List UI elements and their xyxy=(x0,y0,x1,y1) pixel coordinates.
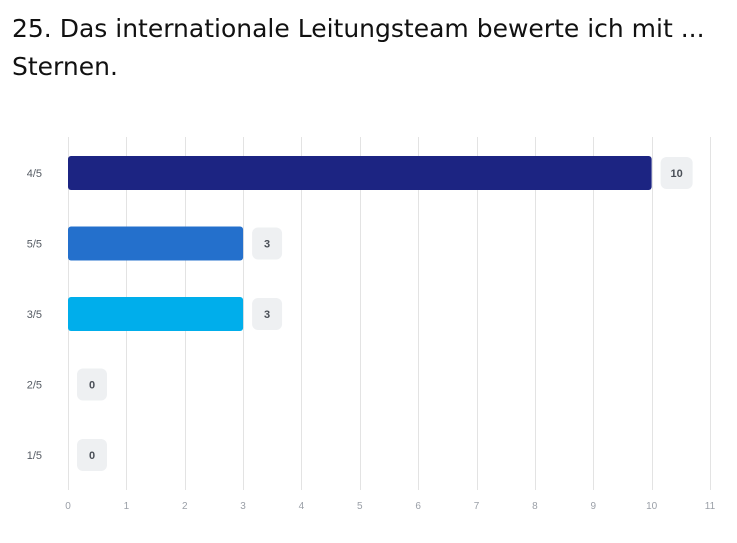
data-label-1-5: 0 xyxy=(77,439,107,471)
data-label-background xyxy=(252,227,283,260)
x-tick-label-1: 1 xyxy=(124,501,130,512)
data-label-value: 3 xyxy=(264,309,270,321)
bar-4-5 xyxy=(68,156,652,190)
x-tick-labels: 0 1 2 3 4 5 6 7 8 9 10 11 xyxy=(65,501,715,512)
x-tick-label-9: 9 xyxy=(590,501,596,512)
x-tick-label-11: 11 xyxy=(705,501,716,512)
bar-5-5 xyxy=(68,226,244,261)
y-tick-labels: 4/5 5/5 3/5 2/5 1/5 xyxy=(27,168,42,462)
data-label-value: 0 xyxy=(89,450,95,462)
y-tick-label-1-5: 1/5 xyxy=(27,450,42,462)
data-label-background xyxy=(660,157,693,189)
x-tick-label-6: 6 xyxy=(415,501,421,512)
x-tick-label-7: 7 xyxy=(474,501,480,512)
data-label-5-5: 3 xyxy=(252,227,283,260)
chart-title: 25. Das internationale Leitungsteam bewe… xyxy=(12,14,705,81)
bars xyxy=(68,156,652,331)
data-label-3-5: 3 xyxy=(252,298,283,330)
x-tick-label-10: 10 xyxy=(646,501,658,512)
y-tick-label-2-5: 2/5 xyxy=(27,380,42,392)
bar-3-5 xyxy=(68,297,244,331)
data-label-2-5: 0 xyxy=(77,368,107,401)
grid-lines xyxy=(68,137,711,490)
data-label-background xyxy=(77,439,107,471)
y-tick-label-5-5: 5/5 xyxy=(27,239,42,251)
x-tick-label-5: 5 xyxy=(357,501,363,512)
data-label-background xyxy=(252,298,283,330)
data-label-4-5: 10 xyxy=(660,157,693,189)
data-label-value: 0 xyxy=(89,380,95,392)
x-tick-label-2: 2 xyxy=(182,501,188,512)
data-labels: 10 3 3 0 0 xyxy=(77,157,693,471)
x-tick-label-8: 8 xyxy=(532,501,538,512)
x-tick-label-0: 0 xyxy=(65,501,71,512)
y-tick-label-4-5: 4/5 xyxy=(27,168,42,180)
data-label-value: 10 xyxy=(671,168,683,180)
y-tick-label-3-5: 3/5 xyxy=(27,309,42,321)
data-label-background xyxy=(77,368,107,401)
data-label-value: 3 xyxy=(264,239,270,251)
x-tick-label-4: 4 xyxy=(299,501,305,512)
x-tick-label-3: 3 xyxy=(240,501,246,512)
